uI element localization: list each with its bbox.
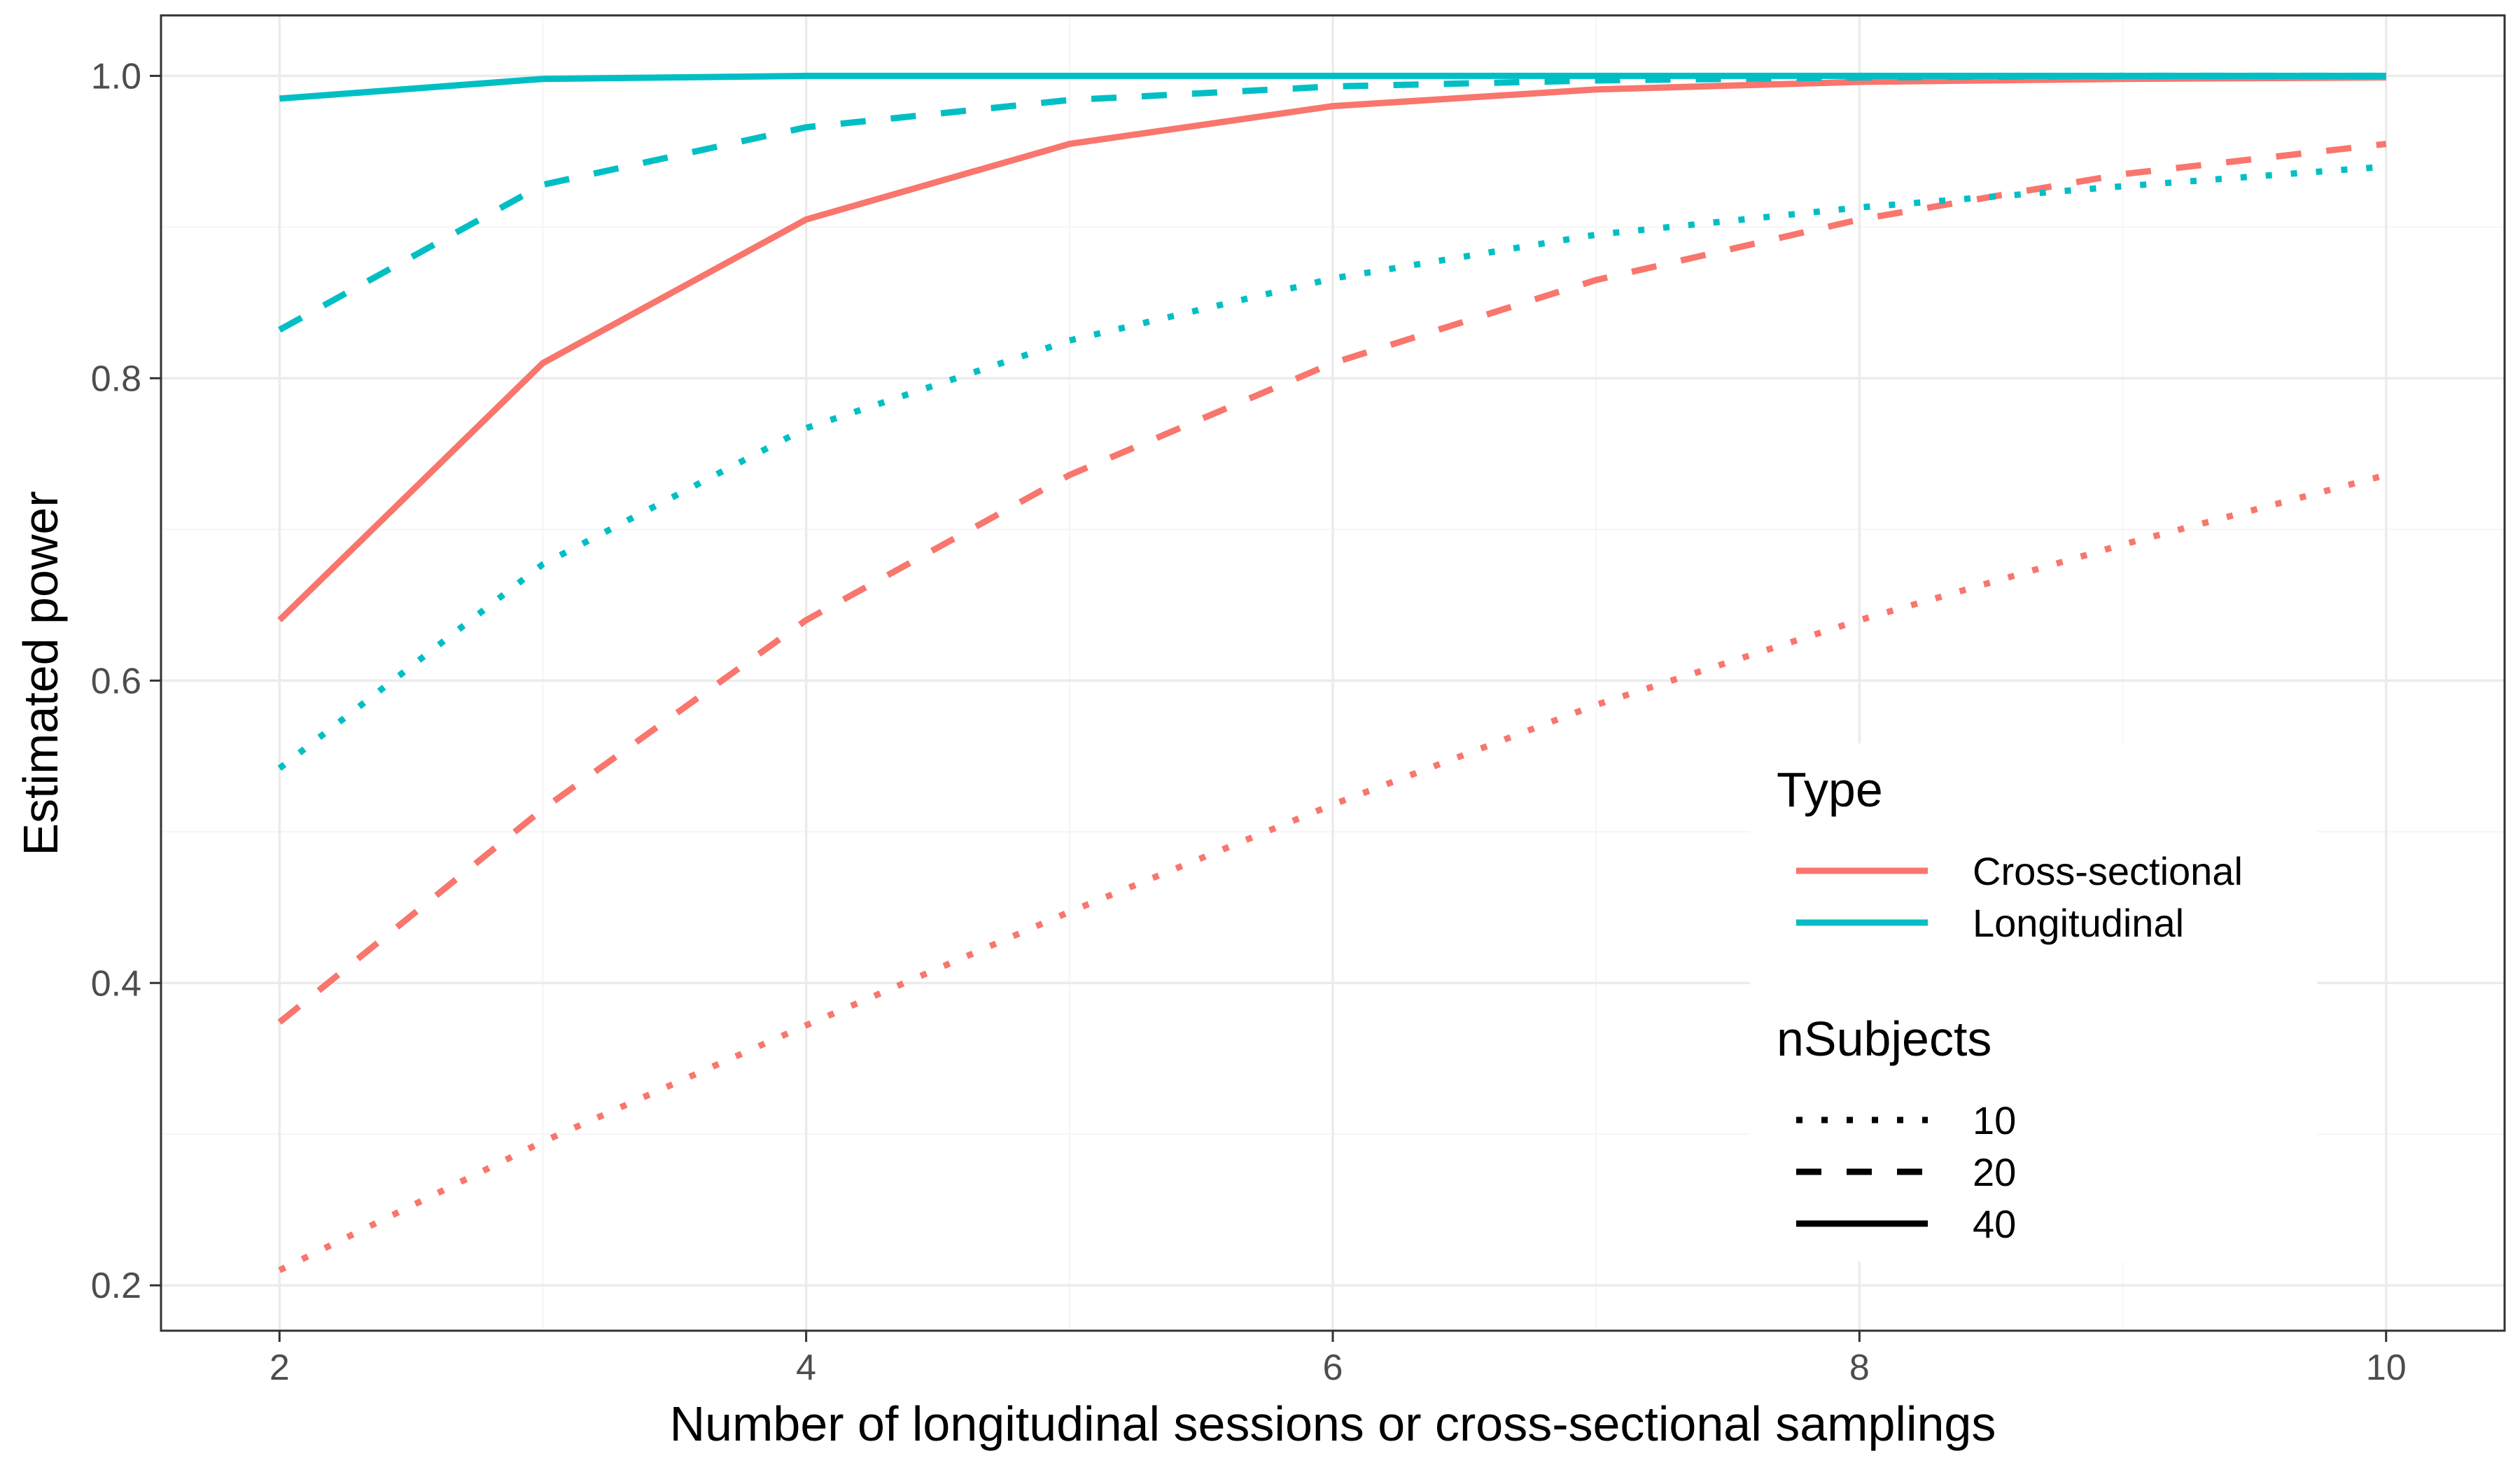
x-tick-label: 6 — [1323, 1348, 1343, 1388]
series-line-longitudinal-n10 — [277, 163, 2387, 771]
series-line-cross-sectional-n40 — [277, 74, 2386, 623]
y-tick-label: 0.6 — [91, 661, 141, 701]
legend-label-nsubjects-40: 40 — [1973, 1202, 2016, 1246]
grid-lines — [161, 15, 2505, 1331]
x-tick-label: 8 — [1849, 1348, 1870, 1388]
y-tick-label: 0.8 — [91, 358, 141, 399]
series-line-cross-sectional-n10 — [278, 472, 2387, 1273]
legend-label-longitudinal: Longitudinal — [1973, 901, 2184, 945]
axis-ticks: 2 4 6 8 10 0.2 0.4 0.6 0.8 1.0 — [91, 56, 2407, 1388]
y-tick-label: 0.4 — [91, 963, 141, 1004]
series-line-longitudinal-n40 — [279, 72, 2386, 102]
legend-label-cross-sectional: Cross-sectional — [1973, 849, 2243, 893]
legend: Type Cross-sectional Longitudinal nSubje… — [1750, 743, 2317, 1261]
legend-background — [1750, 743, 2317, 1261]
x-tick-label: 2 — [270, 1348, 290, 1388]
x-axis-title: Number of longitudinal sessions or cross… — [670, 1396, 1996, 1451]
data-series — [277, 72, 2387, 1273]
x-tick-label: 10 — [2366, 1348, 2407, 1388]
x-tick-label: 4 — [796, 1348, 816, 1388]
y-tick-label: 0.2 — [91, 1266, 141, 1306]
legend-label-nsubjects-20: 20 — [1973, 1150, 2016, 1194]
legend-nsubjects-title: nSubjects — [1777, 1011, 1991, 1066]
y-tick-label: 1.0 — [91, 56, 141, 97]
legend-label-nsubjects-10: 10 — [1973, 1098, 2016, 1142]
y-axis-title: Estimated power — [13, 491, 68, 855]
series-line-cross-sectional-n20 — [277, 141, 2387, 1025]
legend-type-title: Type — [1777, 762, 1883, 817]
